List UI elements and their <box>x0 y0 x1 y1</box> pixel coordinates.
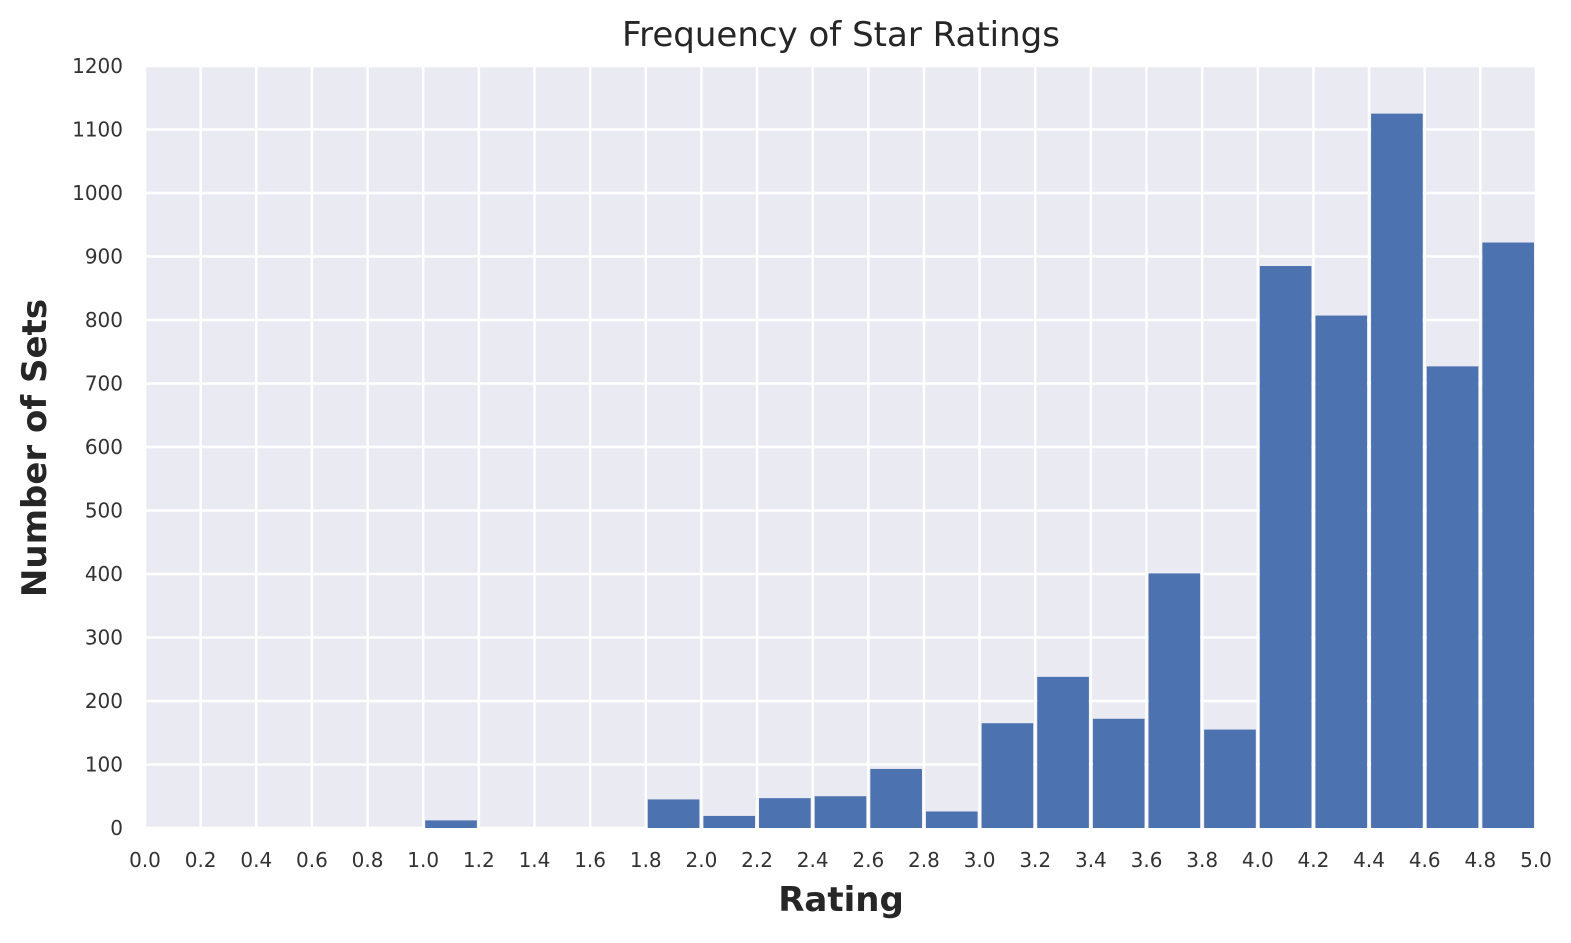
y-tick-label: 400 <box>85 562 123 586</box>
y-tick-label: 900 <box>85 245 123 269</box>
x-tick-label: 4.2 <box>1298 848 1330 872</box>
x-tick-label: 1.8 <box>630 848 662 872</box>
x-tick-label: 4.4 <box>1353 848 1385 872</box>
y-tick-labels: 0 100 200 300 400 500 600 700 800 900 1000 1100 1200 <box>72 54 123 840</box>
x-tick-label: 1.6 <box>574 848 606 872</box>
y-tick-label: 600 <box>85 435 123 459</box>
histogram-bar <box>925 811 978 828</box>
histogram-bar <box>814 796 867 828</box>
histogram-bar <box>870 768 922 828</box>
x-tick-label: 4.8 <box>1464 848 1496 872</box>
x-tick-label: 0.0 <box>129 848 161 872</box>
y-tick-label: 100 <box>85 753 123 777</box>
histogram-bar <box>647 799 700 828</box>
x-tick-label: 2.0 <box>685 848 717 872</box>
histogram-bar <box>1259 266 1312 828</box>
y-tick-label: 200 <box>85 689 123 713</box>
x-tick-label: 0.2 <box>185 848 217 872</box>
x-tick-labels: 0.0 0.2 0.4 0.6 0.8 1.0 1.2 1.4 1.6 1.8 2.0 2.2 2.4 2… <box>129 848 1552 872</box>
histogram-bar <box>759 798 811 828</box>
y-tick-label: 800 <box>85 308 123 332</box>
histogram-bar <box>981 723 1034 828</box>
histogram-bar <box>703 815 756 828</box>
histogram-bar <box>1148 573 1201 828</box>
x-tick-label: 2.2 <box>741 848 773 872</box>
x-tick-label: 3.4 <box>1075 848 1107 872</box>
histogram-bar <box>1092 718 1145 828</box>
y-tick-label: 1100 <box>72 118 123 142</box>
bars <box>425 113 1534 828</box>
histogram-bar <box>1426 366 1479 828</box>
chart-title: Frequency of Star Ratings <box>622 15 1060 55</box>
x-tick-label: 5.0 <box>1520 848 1552 872</box>
y-tick-label: 1000 <box>72 181 123 205</box>
x-tick-label: 3.2 <box>1019 848 1051 872</box>
x-tick-label: 1.0 <box>407 848 439 872</box>
x-tick-label: 3.0 <box>964 848 996 872</box>
y-tick-label: 300 <box>85 626 123 650</box>
x-tick-label: 2.8 <box>908 848 940 872</box>
x-tick-label: 4.6 <box>1409 848 1441 872</box>
histogram-bar <box>1482 242 1534 828</box>
x-tick-label: 4.0 <box>1242 848 1274 872</box>
x-tick-label: 3.6 <box>1131 848 1163 872</box>
x-tick-label: 1.4 <box>519 848 551 872</box>
histogram-bar <box>425 820 477 828</box>
histogram-bar <box>1371 113 1423 828</box>
histogram-bar <box>1315 315 1368 828</box>
y-tick-label: 1200 <box>72 54 123 78</box>
x-tick-label: 3.8 <box>1186 848 1218 872</box>
x-tick-label: 2.4 <box>797 848 829 872</box>
y-tick-label: 500 <box>85 499 123 523</box>
y-axis-label: Number of Sets <box>15 299 55 597</box>
x-tick-label: 0.6 <box>296 848 328 872</box>
histogram-bar <box>1037 676 1089 828</box>
x-axis-label: Rating <box>778 880 904 920</box>
x-tick-label: 1.2 <box>463 848 495 872</box>
x-tick-label: 2.6 <box>852 848 884 872</box>
y-tick-label: 0 <box>110 816 123 840</box>
histogram-bar <box>1204 729 1256 828</box>
x-tick-label: 0.8 <box>352 848 384 872</box>
y-tick-label: 700 <box>85 372 123 396</box>
x-tick-label: 0.4 <box>240 848 272 872</box>
